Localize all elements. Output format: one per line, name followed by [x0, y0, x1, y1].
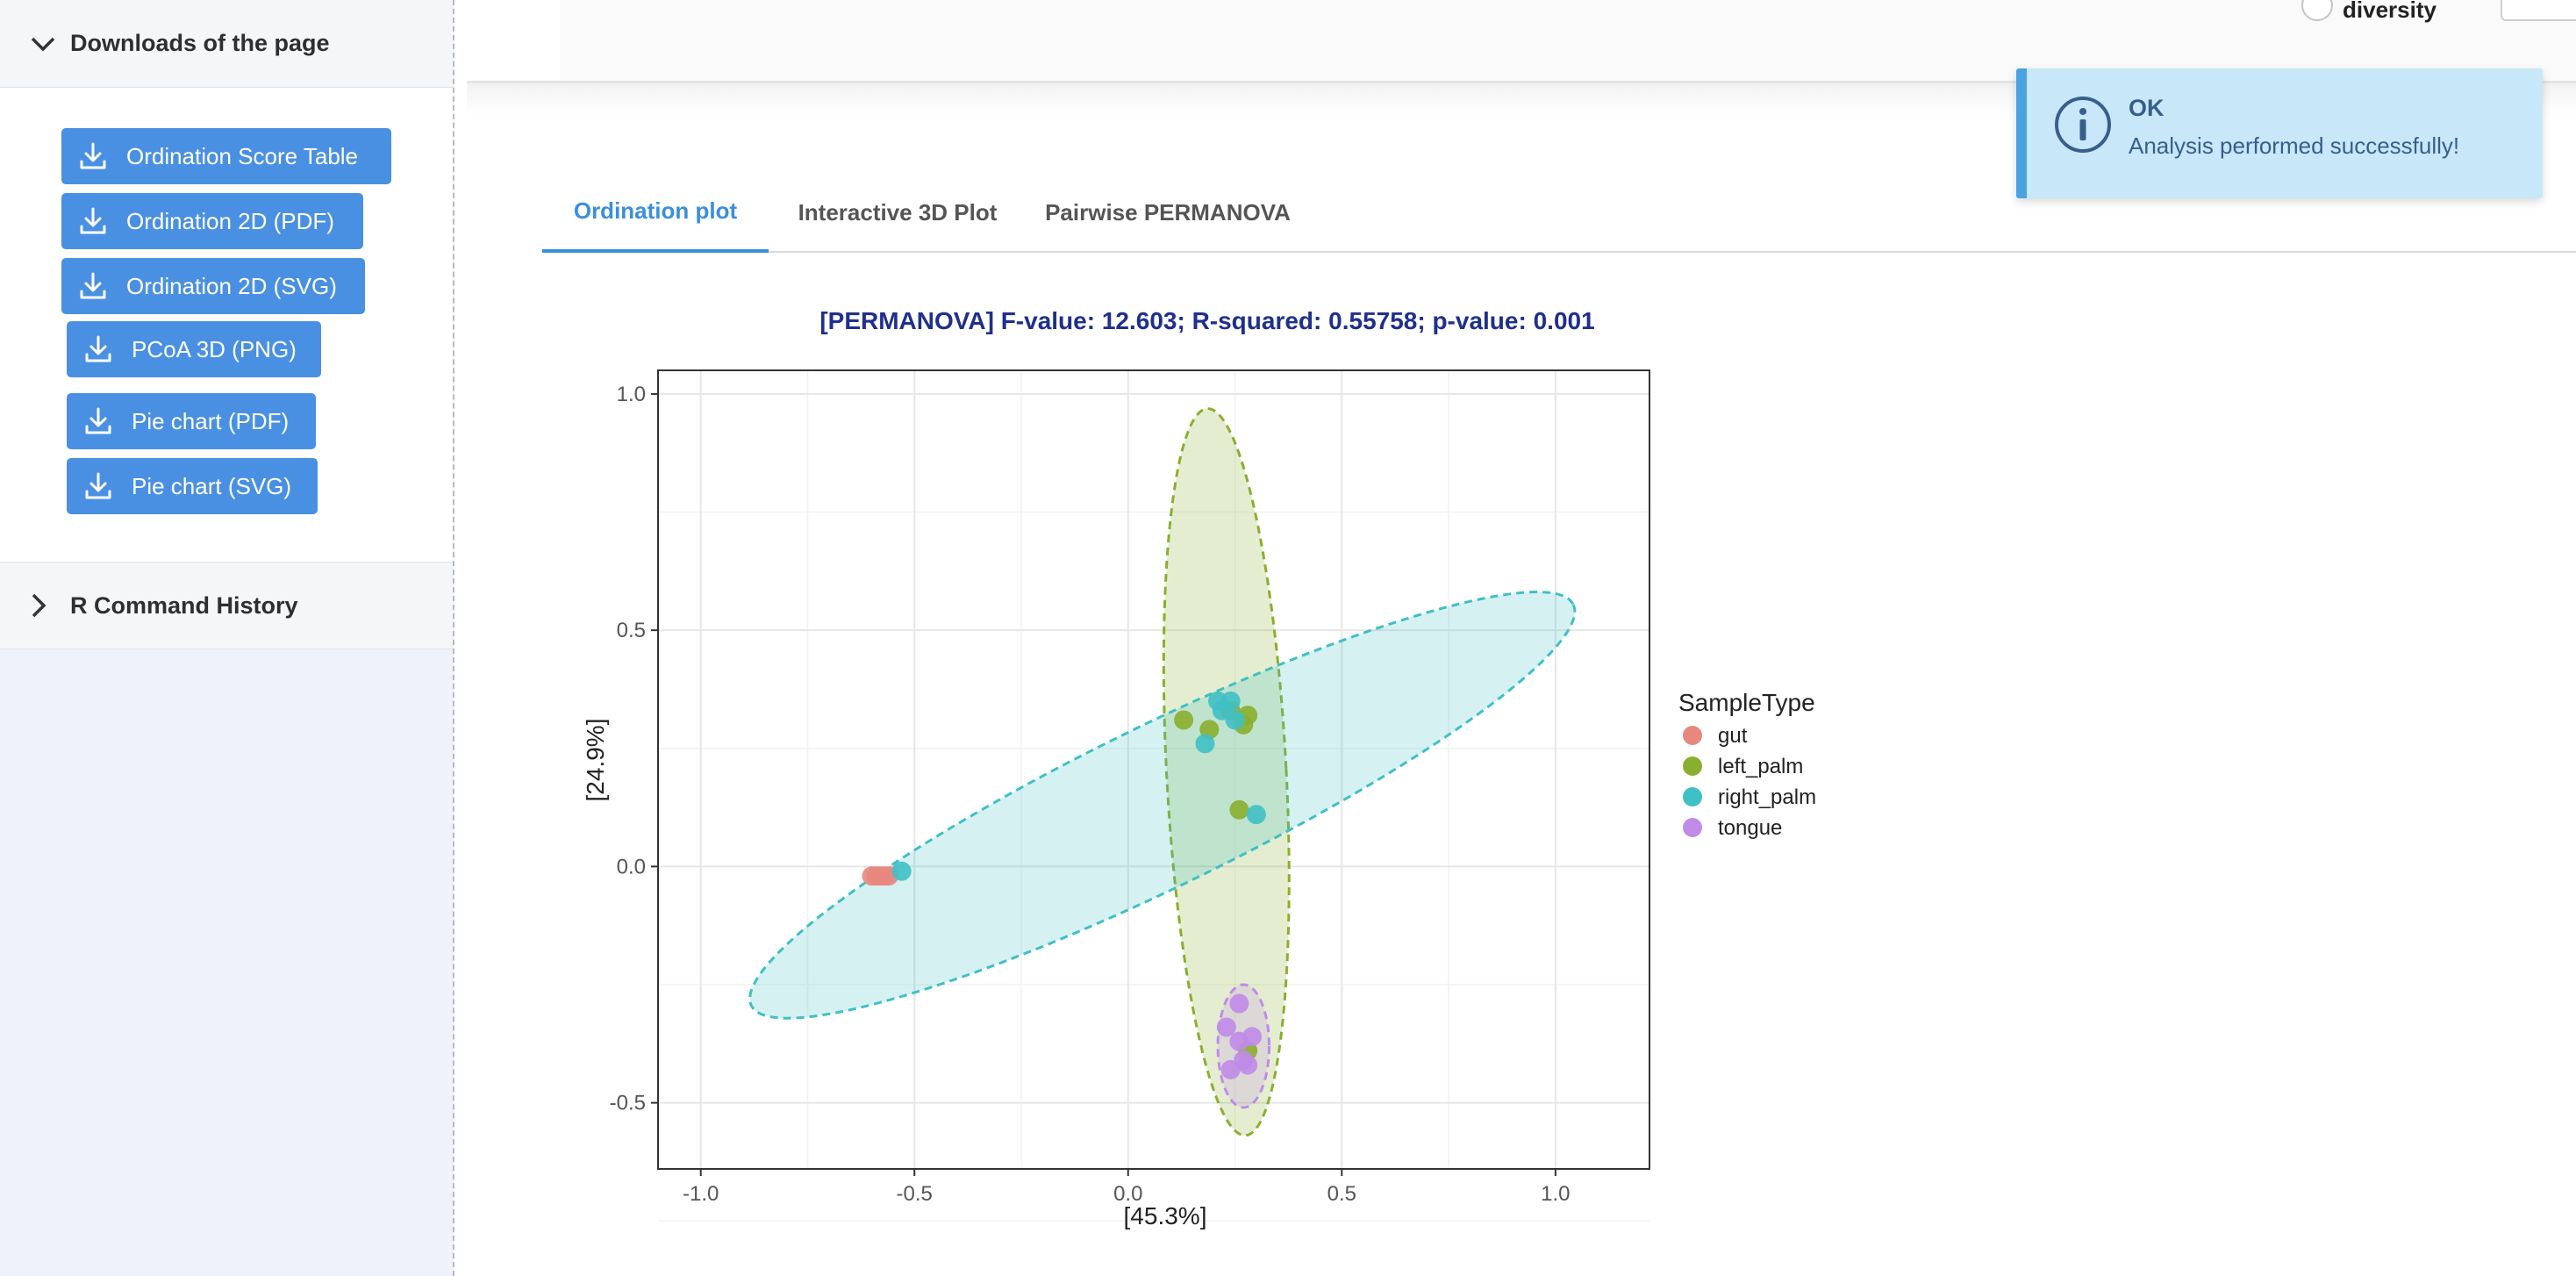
ordination-score-table-button[interactable]: Ordination Score Table — [61, 128, 391, 184]
pie-chart-svg-button[interactable]: Pie chart (SVG) — [67, 458, 318, 514]
info-icon — [2053, 95, 2113, 154]
legend-label-right_palm: right_palm — [1718, 785, 1816, 809]
tab-interactive-3d-plot[interactable]: Interactive 3D Plot — [798, 198, 998, 226]
legend-key-tongue — [1683, 818, 1702, 837]
tab-pairwise-permanova[interactable]: Pairwise PERMANOVA — [1045, 198, 1291, 226]
y-tick-label: 1.0 — [617, 383, 646, 406]
ordination-2d-svg-button[interactable]: Ordination 2D (SVG) — [61, 258, 365, 314]
notification-message: Analysis performed successfully! — [2129, 133, 2460, 159]
point-left_palm — [1229, 799, 1249, 820]
pie-chart-pdf-button[interactable]: Pie chart (PDF) — [67, 393, 316, 449]
x-tick-label: -0.5 — [897, 1182, 933, 1206]
tab-ordination-plot[interactable]: Ordination plot — [542, 172, 769, 253]
legend-key-gut — [1683, 726, 1702, 745]
x-tick-label: 0.5 — [1327, 1182, 1356, 1206]
diversity-radio[interactable] — [2301, 0, 2333, 21]
plot-border — [657, 369, 1650, 1170]
downloads-panel-title: Downloads of the page — [70, 30, 330, 56]
pcoa-3d-png-button[interactable]: PCoA 3D (PNG) — [67, 321, 321, 377]
chevron-down-icon — [30, 26, 70, 61]
download-icon — [82, 333, 114, 365]
download-icon — [82, 470, 114, 502]
legend-title: SampleType — [1678, 689, 1815, 716]
top-numeric-input[interactable] — [2501, 0, 2576, 21]
chart-title: [PERMANOVA] F-value: 12.603; R-squared: … — [819, 307, 1594, 334]
point-right_palm — [1195, 734, 1215, 754]
point-tongue — [1216, 1017, 1236, 1037]
x-axis-label: [45.3%] — [1124, 1202, 1207, 1229]
y-tick-label: 0.5 — [617, 619, 646, 642]
notification-title: OK — [2129, 95, 2165, 121]
point-left_palm — [1174, 710, 1194, 730]
confidence-ellipses — [748, 407, 1577, 1137]
y-tick-label: 0.0 — [617, 855, 646, 878]
result-tabs: Ordination plot Interactive 3D Plot Pair… — [542, 172, 2576, 253]
button-label: PCoA 3D (PNG) — [132, 335, 297, 362]
ellipse-left_palm — [1162, 407, 1291, 1137]
download-icon — [77, 140, 109, 172]
button-label: Pie chart (PDF) — [132, 407, 290, 434]
button-label: Ordination Score Table — [126, 142, 359, 169]
download-icon — [77, 205, 109, 237]
legend-label-left_palm: left_palm — [1718, 755, 1803, 778]
x-tick-label: -1.0 — [683, 1182, 719, 1206]
point-tongue — [1229, 993, 1249, 1014]
x-tick-label: 0.0 — [1113, 1182, 1142, 1206]
y-axis-label: [24.9%] — [582, 719, 609, 802]
downloads-panel-header[interactable]: Downloads of the page — [0, 0, 453, 88]
point-tongue — [1242, 1027, 1263, 1047]
diversity-label: diversity — [2343, 0, 2436, 23]
legend-key-left_palm — [1683, 756, 1702, 776]
point-tongue — [1238, 1055, 1258, 1075]
plot-panel — [658, 370, 1649, 1169]
r-command-history-title: R Command History — [70, 591, 298, 619]
plot-grid — [658, 370, 1649, 1222]
button-label: Ordination 2D (PDF) — [126, 207, 334, 234]
ordination-plot: [PERMANOVA] F-value: 12.603; R-squared: … — [582, 307, 1816, 1229]
plot-axes: -1.0 -0.5 0.0 0.5 1.0 -0.5 0.0 0.5 1.0 — [610, 383, 1571, 1206]
point-right_palm — [891, 861, 912, 881]
button-label: Ordination 2D (SVG) — [126, 272, 337, 299]
point-tongue — [1220, 1059, 1241, 1079]
ellipse-right_palm — [748, 591, 1577, 1020]
legend-label-tongue: tongue — [1718, 816, 1782, 840]
point-right_palm — [1225, 710, 1245, 730]
success-notification[interactable]: OK Analysis performed successfully! — [2016, 68, 2543, 198]
chevron-right-icon — [30, 588, 70, 623]
legend-key-right_palm — [1683, 787, 1702, 806]
downloads-panel-body: Ordination Score Table Ordination 2D (PD… — [0, 88, 453, 562]
download-icon — [82, 405, 114, 437]
top-options-card: diversity — [560, 0, 2576, 82]
x-tick-label: 1.0 — [1541, 1182, 1570, 1206]
point-right_palm — [1246, 805, 1266, 825]
download-icon — [77, 270, 109, 302]
legend-label-gut: gut — [1718, 724, 1748, 748]
button-label: Pie chart (SVG) — [132, 472, 292, 499]
r-command-history-header[interactable]: R Command History — [0, 562, 453, 649]
sample-points — [862, 691, 1266, 1079]
sidebar: Downloads of the page Ordination Score T… — [0, 0, 454, 1276]
y-tick-label: -0.5 — [610, 1092, 646, 1115]
ordination-2d-pdf-button[interactable]: Ordination 2D (PDF) — [61, 193, 363, 249]
